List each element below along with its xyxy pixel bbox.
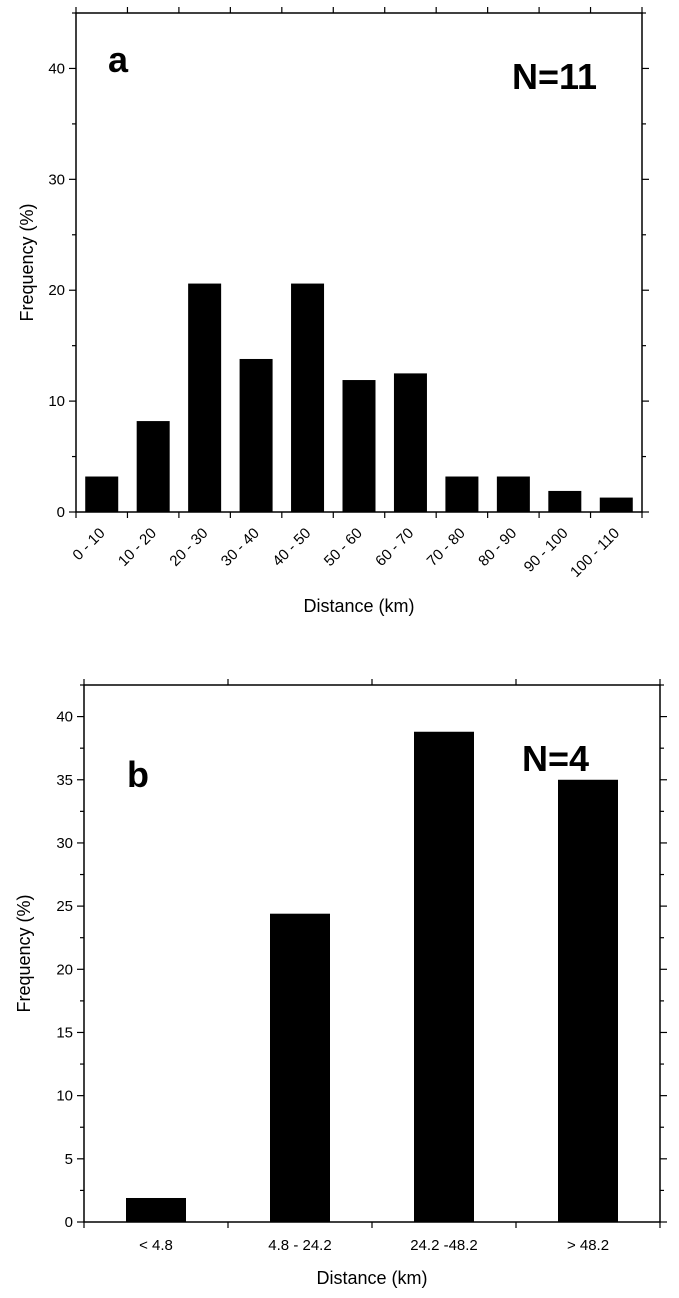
y-tick-label: 5 bbox=[65, 1151, 73, 1168]
bar-20-30 bbox=[188, 283, 222, 512]
y-axis-title: Frequency (%) bbox=[14, 894, 34, 1012]
x-tick-label: 10 - 20 bbox=[115, 525, 160, 570]
bar-10-20 bbox=[136, 421, 170, 512]
y-tick-label: 30 bbox=[56, 835, 73, 852]
bar-4-8-24-2 bbox=[270, 913, 330, 1222]
y-tick-label: 10 bbox=[56, 1088, 73, 1105]
y-tick-label: 20 bbox=[56, 961, 73, 978]
bar-40-50 bbox=[291, 283, 325, 512]
x-axis-title: Distance (km) bbox=[316, 1268, 427, 1288]
y-tick-label: 20 bbox=[48, 282, 65, 299]
x-tick-label: 70 - 80 bbox=[424, 525, 469, 570]
bar--48-2 bbox=[558, 779, 618, 1222]
x-tick-label: < 4.8 bbox=[139, 1237, 173, 1254]
y-tick-label: 0 bbox=[65, 1214, 73, 1231]
bar-0-10 bbox=[85, 476, 119, 512]
y-axis-title: Frequency (%) bbox=[17, 203, 37, 321]
y-tick-label: 40 bbox=[56, 709, 73, 726]
x-tick-label: 50 - 60 bbox=[321, 525, 366, 570]
y-tick-label: 35 bbox=[56, 772, 73, 789]
bar-80-90 bbox=[496, 476, 530, 512]
bar-100-110 bbox=[599, 497, 633, 512]
y-tick-label: 25 bbox=[56, 898, 73, 915]
y-tick-label: 30 bbox=[48, 171, 65, 188]
x-tick-label: 24.2 -48.2 bbox=[410, 1237, 478, 1254]
x-tick-label: 60 - 70 bbox=[372, 525, 417, 570]
y-tick-label: 40 bbox=[48, 60, 65, 77]
bar-24-2-48-2 bbox=[414, 731, 474, 1222]
panel-label: a bbox=[108, 39, 129, 80]
y-tick-label: 0 bbox=[57, 504, 65, 521]
x-tick-label: 80 - 90 bbox=[475, 525, 520, 570]
x-tick-label: 40 - 50 bbox=[269, 525, 314, 570]
chart-panel-a: 0 10 20 30 40 0 - 10 10 - 20 20 - 30 30 - 40 40 -… bbox=[17, 7, 649, 616]
x-tick-label: 90 - 100 bbox=[521, 525, 572, 576]
y-tick-label: 15 bbox=[56, 1024, 73, 1041]
x-tick-label: > 48.2 bbox=[567, 1237, 609, 1254]
sample-size-annotation: N=4 bbox=[522, 738, 589, 779]
x-tick-label: 4.8 - 24.2 bbox=[268, 1237, 331, 1254]
x-tick-label: 100 - 110 bbox=[567, 525, 623, 581]
bar-30-40 bbox=[239, 358, 273, 512]
x-tick-label: 20 - 30 bbox=[166, 525, 211, 570]
x-tick-label: 30 - 40 bbox=[218, 525, 263, 570]
bar--4-8 bbox=[126, 1197, 186, 1222]
panel-label: b bbox=[127, 754, 149, 795]
x-tick-label: 0 - 10 bbox=[69, 525, 108, 564]
sample-size-annotation: N=11 bbox=[512, 56, 597, 97]
bar-50-60 bbox=[342, 380, 376, 512]
bar-90-100 bbox=[548, 490, 582, 512]
bar-60-70 bbox=[393, 373, 427, 512]
x-axis-title: Distance (km) bbox=[303, 596, 414, 616]
y-tick-label: 10 bbox=[48, 393, 65, 410]
bar-70-80 bbox=[445, 476, 479, 512]
plot-frame bbox=[75, 12, 643, 513]
chart-panel-b: 0 5 10 15 20 25 30 35 40 < 4.8 4.8 - 24.2 24.2 -48.… bbox=[14, 679, 667, 1288]
